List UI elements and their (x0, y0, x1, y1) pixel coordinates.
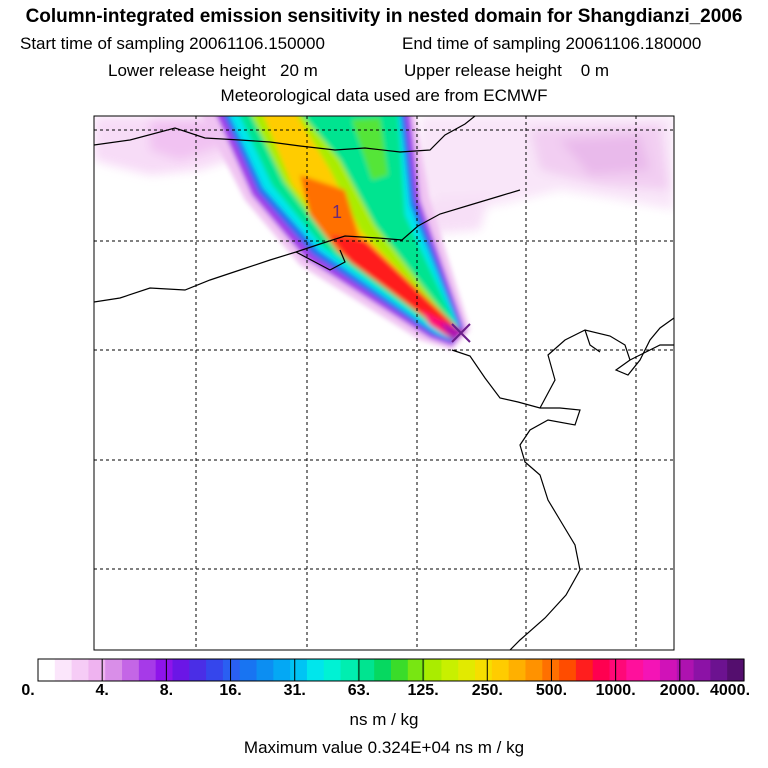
colorbar-tick-label: 1000. (595, 682, 636, 699)
colorbar-tick-label: 4000. (709, 682, 751, 699)
start-time-label: Start time of sampling 20061106.150000 (20, 34, 325, 53)
end-time-label: End time of sampling 20061106.180000 (402, 34, 702, 53)
emission-plume (202, 116, 470, 350)
colorbar-tick-label: 250. (471, 682, 503, 699)
colorbar-tick-label: 8. (159, 682, 174, 699)
contour-label: 1 (332, 202, 342, 222)
colorbar-tick-label: 31. (283, 682, 306, 699)
colorbar-tick-label: 16. (219, 682, 242, 699)
met-data-label: Meteorological data used are from ECMWF (220, 86, 548, 105)
map-frame (93, 115, 675, 651)
colorbar-tick-label: 125. (407, 682, 439, 699)
lower-release-label: Lower release height 20 m (108, 61, 318, 80)
release-site-marker (451, 323, 471, 343)
maximum-value: Maximum value 0.324E+04 ns m / kg (243, 738, 525, 757)
colorbar-tick-label: 63. (347, 682, 371, 699)
upper-release-label: Upper release height 0 m (404, 61, 610, 80)
colorbar-tick-label: 500. (535, 682, 568, 699)
colorbar-tick-label: 0. (21, 682, 35, 699)
chart-title: Column-integrated emission sensitivity i… (25, 6, 743, 27)
colorbar-units: ns m / kg (349, 710, 419, 729)
lat-lon-grid (94, 116, 674, 650)
colorbar-tick-label: 4. (95, 682, 109, 699)
colorbar-tick-label: 2000. (659, 682, 700, 699)
coastlines (94, 116, 674, 650)
